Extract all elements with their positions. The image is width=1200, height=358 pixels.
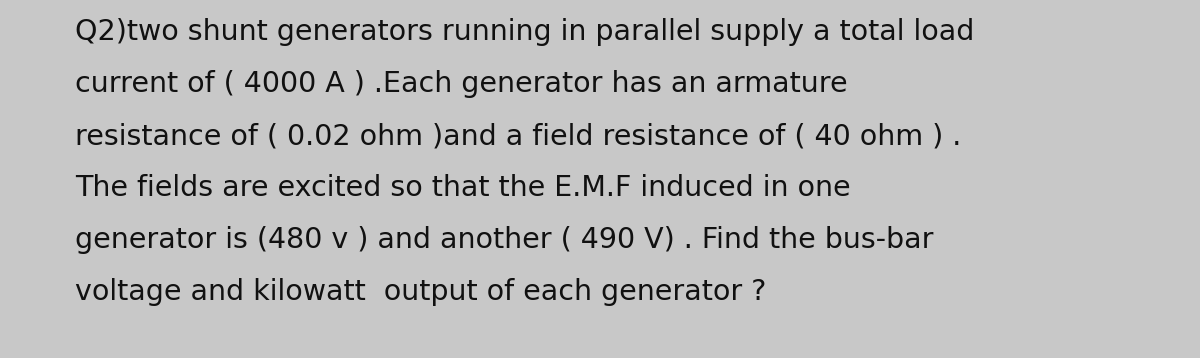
Text: The fields are excited so that the E.M.F induced in one: The fields are excited so that the E.M.F… (74, 174, 851, 202)
Text: Q2)two shunt generators running in parallel supply a total load: Q2)two shunt generators running in paral… (74, 18, 974, 46)
Text: generator is (480 v ) and another ( 490 V) . Find the bus-bar: generator is (480 v ) and another ( 490 … (74, 226, 934, 254)
Text: resistance of ( 0.02 ohm )and a field resistance of ( 40 ohm ) .: resistance of ( 0.02 ohm )and a field re… (74, 122, 961, 150)
Text: current of ( 4000 A ) .Each generator has an armature: current of ( 4000 A ) .Each generator ha… (74, 70, 847, 98)
Text: voltage and kilowatt  output of each generator ?: voltage and kilowatt output of each gene… (74, 278, 767, 306)
